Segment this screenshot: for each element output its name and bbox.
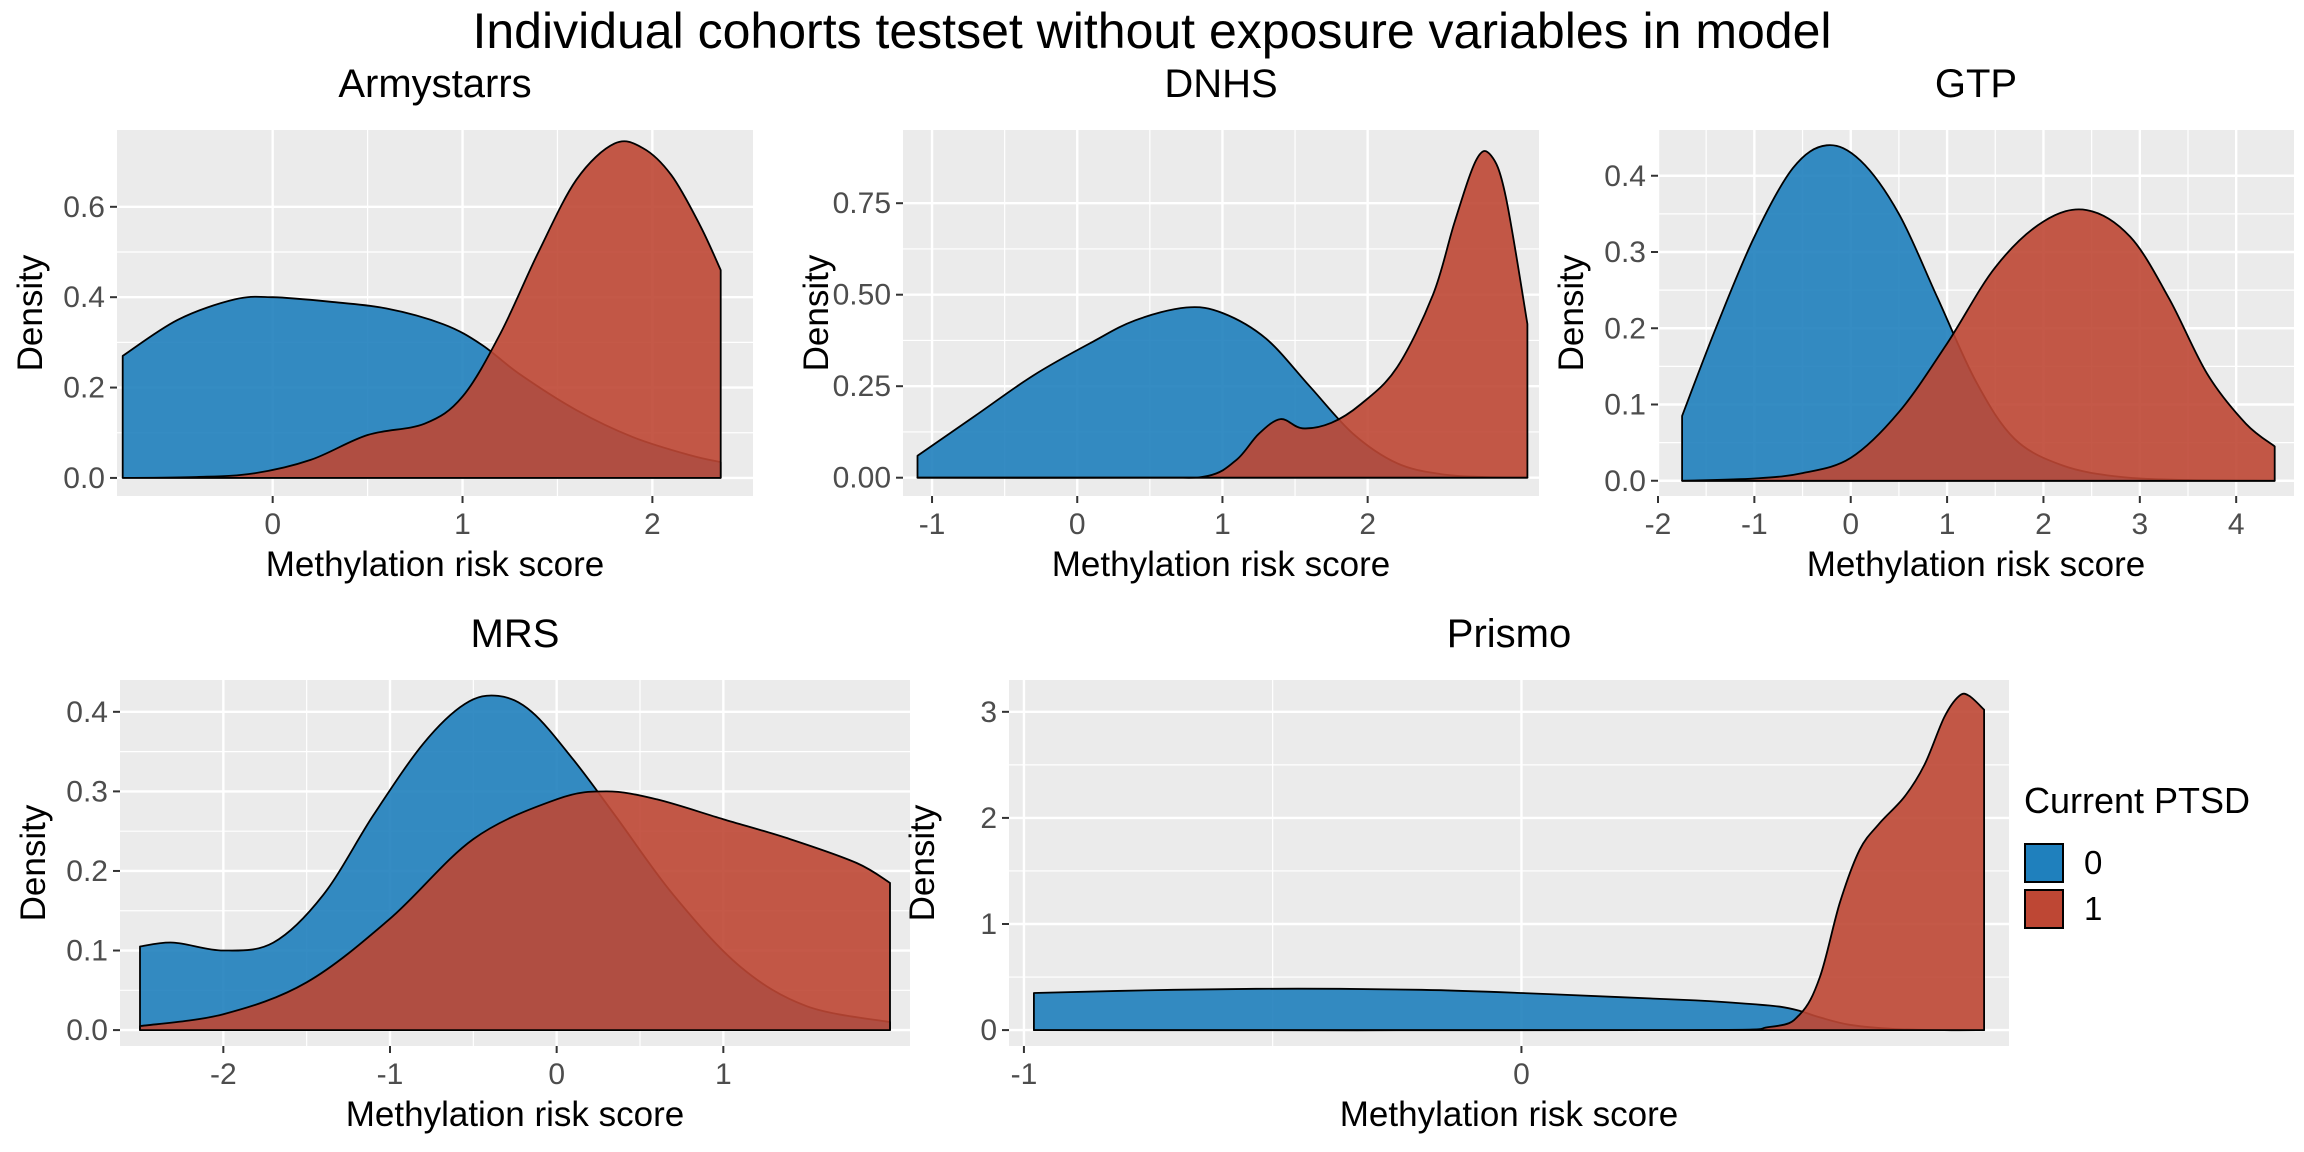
y-tick-label: 0.1 — [66, 935, 108, 968]
panel-mrs — [113, 680, 910, 1053]
y-tick-label: 0.4 — [1604, 160, 1646, 193]
x-tick-label: -1 — [377, 1058, 404, 1091]
y-axis-title: Density — [1552, 254, 1591, 371]
x-axis-title: Methylation risk score — [1807, 545, 2145, 584]
y-axis-title: Density — [903, 804, 942, 921]
x-tick-label: 0 — [548, 1058, 565, 1091]
x-tick-label: 0 — [1069, 508, 1086, 541]
x-tick-label: -1 — [919, 508, 946, 541]
legend-label-0: 0 — [2084, 844, 2103, 881]
y-tick-label: 0.4 — [63, 281, 105, 314]
legend-item-1: 1 — [2024, 886, 2250, 932]
density-area-series-1 — [139, 790, 891, 1031]
y-tick-label: 3 — [980, 696, 997, 729]
y-tick-label: 0.4 — [66, 696, 108, 729]
density-area-series-1 — [1681, 208, 2276, 482]
x-tick-label: 2 — [644, 508, 661, 541]
x-tick-label: 2 — [2035, 508, 2052, 541]
panel-title-gtp: GTP — [1934, 62, 2018, 106]
x-tick-label: 1 — [715, 1058, 732, 1091]
x-axis-title: Methylation risk score — [346, 1095, 684, 1134]
legend-label-1: 1 — [2084, 890, 2103, 927]
x-tick-label: -2 — [210, 1058, 237, 1091]
legend-key-1 — [2024, 889, 2064, 929]
y-tick-label: 0.2 — [63, 372, 105, 405]
figure-title: Individual cohorts testset without expos… — [472, 3, 1832, 59]
y-axis-title: Density — [11, 254, 50, 371]
density-area-series-1 — [121, 140, 722, 479]
y-tick-label: 0.2 — [1604, 312, 1646, 345]
x-axis-title: Methylation risk score — [1340, 1095, 1678, 1134]
y-tick-label: 0.3 — [66, 775, 108, 808]
y-tick-label: 0.1 — [1604, 389, 1646, 422]
y-tick-label: 0.6 — [63, 191, 105, 224]
panel-armystarrs — [110, 130, 753, 503]
x-tick-label: 1 — [1214, 508, 1231, 541]
y-tick-label: 0.75 — [833, 187, 891, 220]
legend: Current PTSD 0 1 — [2024, 780, 2250, 932]
legend-key-0 — [2024, 843, 2064, 883]
y-tick-label: 0.0 — [66, 1014, 108, 1047]
y-tick-label: 0.2 — [66, 855, 108, 888]
y-tick-label: 0.0 — [1604, 465, 1646, 498]
y-tick-label: 0.25 — [833, 370, 891, 403]
x-tick-label: 3 — [2131, 508, 2148, 541]
x-axis-title: Methylation risk score — [266, 545, 604, 584]
x-axis-title: Methylation risk score — [1052, 545, 1390, 584]
x-tick-label: -1 — [1741, 508, 1768, 541]
panel-gtp — [1651, 130, 2294, 503]
y-axis-title: Density — [797, 254, 836, 371]
x-tick-label: -1 — [1011, 1058, 1038, 1091]
x-tick-label: 1 — [454, 508, 471, 541]
legend-title: Current PTSD — [2024, 780, 2251, 821]
density-area-series-1 — [1033, 692, 1985, 1032]
y-axis-title: Density — [14, 804, 53, 921]
density-area-series-1 — [916, 150, 1529, 479]
panel-dnhs — [896, 130, 1539, 503]
panel-title-prismo: Prismo — [1446, 612, 1572, 656]
y-tick-label: 0.0 — [63, 462, 105, 495]
x-tick-label: 0 — [1842, 508, 1859, 541]
legend-item-0: 0 — [2024, 840, 2250, 886]
x-tick-label: 1 — [1939, 508, 1956, 541]
x-tick-label: 4 — [2228, 508, 2245, 541]
x-tick-label: 0 — [264, 508, 281, 541]
panel-title-armystarrs: Armystarrs — [338, 62, 532, 106]
y-tick-label: 0.00 — [833, 462, 891, 495]
y-tick-label: 2 — [980, 802, 997, 835]
panel-title-mrs: MRS — [470, 612, 560, 656]
y-tick-label: 0.50 — [833, 279, 891, 312]
x-tick-label: 0 — [1513, 1058, 1530, 1091]
panel-title-dnhs: DNHS — [1164, 62, 1278, 106]
y-tick-label: 1 — [980, 908, 997, 941]
panel-prismo — [1002, 680, 2009, 1053]
y-tick-label: 0.3 — [1604, 236, 1646, 269]
y-tick-label: 0 — [980, 1014, 997, 1047]
x-tick-label: 2 — [1359, 508, 1376, 541]
x-tick-label: -2 — [1645, 508, 1672, 541]
